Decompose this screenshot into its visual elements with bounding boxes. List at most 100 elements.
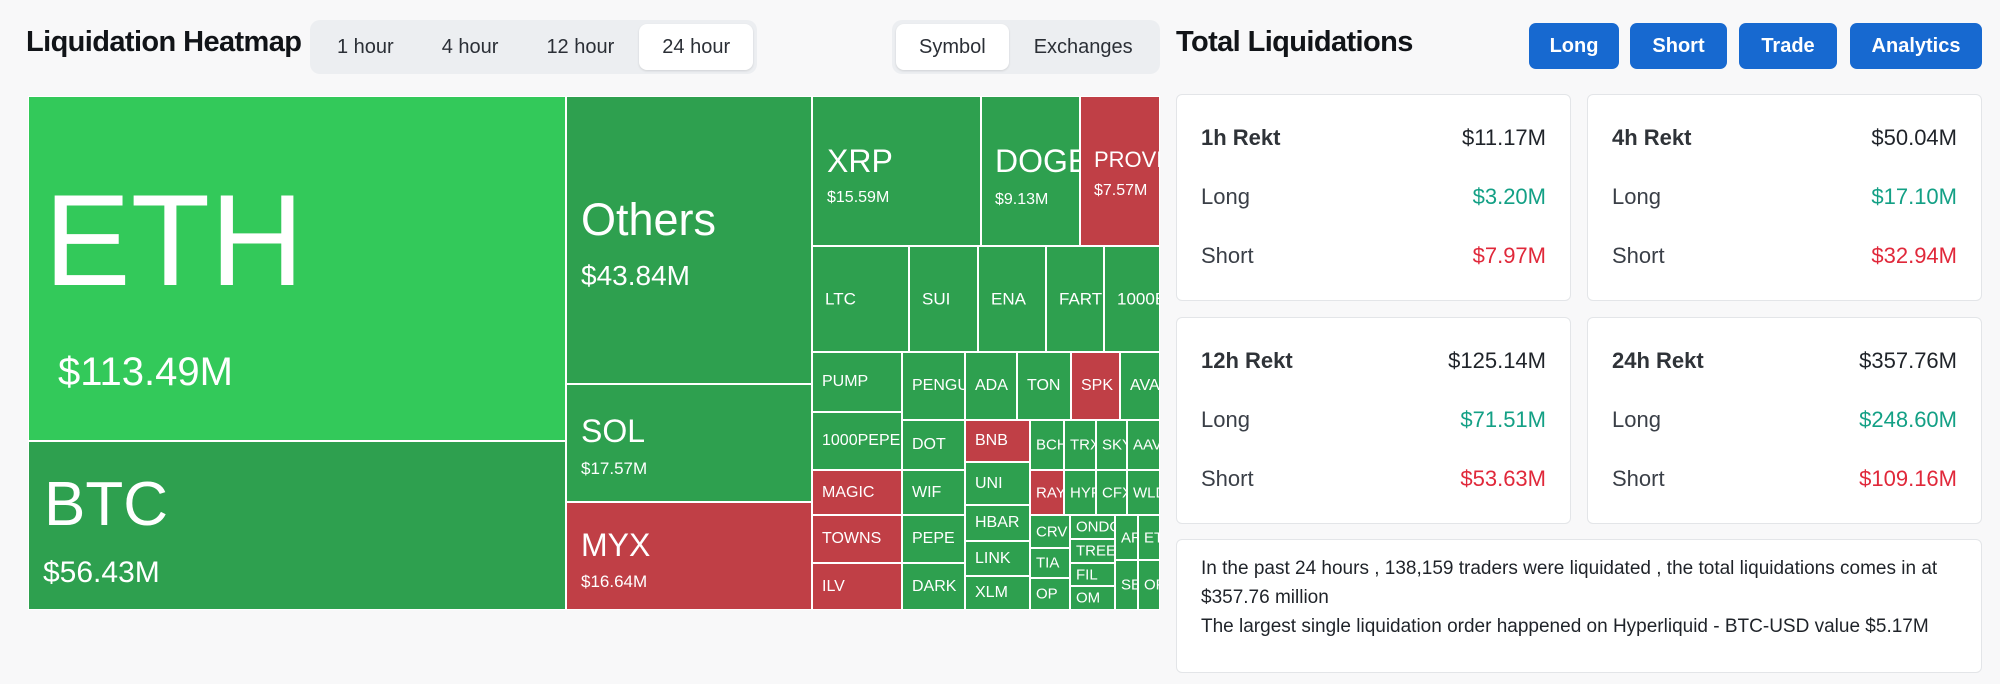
tile-pepe[interactable]: PEPE	[902, 515, 965, 563]
tile-sol[interactable]: SOL $17.57M	[566, 384, 812, 502]
short-label: Short	[1612, 466, 1665, 491]
tile-wld[interactable]: WLD	[1127, 470, 1160, 515]
tile-symbol: XLM	[975, 584, 1008, 601]
tile-eth[interactable]: ETH $113.49M	[28, 96, 566, 441]
tile-doge[interactable]: DOGE $9.13M	[981, 96, 1080, 246]
tile-symbol: UNI	[975, 474, 1003, 492]
tile-symbol: AVAX	[1130, 377, 1160, 394]
tile-crv[interactable]: CRV	[1030, 515, 1070, 548]
liquidation-treemap: ETH $113.49M BTC $56.43M Others $43.84M …	[28, 96, 1160, 610]
tab-1-hour[interactable]: 1 hour	[337, 36, 394, 58]
tile-1000pepe[interactable]: 1000PEPE	[812, 412, 902, 470]
trade-button[interactable]: Trade	[1739, 23, 1837, 69]
tab-24-hour[interactable]: 24 hour	[639, 24, 754, 70]
tile-ondo[interactable]: ONDO	[1070, 515, 1115, 539]
tile-dark[interactable]: DARK	[902, 563, 965, 610]
tile-xlm[interactable]: XLM	[965, 576, 1030, 610]
tile-etc[interactable]: ETC	[1138, 515, 1160, 560]
tab-4-hour[interactable]: 4 hour	[441, 36, 499, 58]
tile-symbol: 1000BONK	[1117, 289, 1159, 309]
tile-trx[interactable]: TRX	[1064, 420, 1096, 470]
tile-ilv[interactable]: ILV	[812, 563, 902, 610]
tile-fil[interactable]: FIL	[1070, 563, 1115, 586]
tile-symbol: ENA	[991, 289, 1026, 309]
tile-arb[interactable]: ARB	[1115, 515, 1138, 560]
tile-magic[interactable]: MAGIC	[812, 470, 902, 515]
long-value: $3.20M	[1472, 184, 1546, 209]
view-tabs: Symbol Exchanges	[892, 20, 1160, 74]
tile-value: $16.64M	[581, 572, 648, 591]
short-value: $32.94M	[1871, 243, 1957, 268]
tile-sui[interactable]: SUI	[909, 246, 978, 352]
short-button[interactable]: Short	[1630, 23, 1727, 69]
tile-symbol: BNB	[975, 432, 1008, 449]
card-label: 24h Rekt	[1612, 348, 1704, 373]
tile-bch[interactable]: BCH	[1030, 420, 1064, 470]
tile-wif[interactable]: WIF	[902, 470, 965, 515]
heatmap-title: Liquidation Heatmap	[26, 26, 302, 58]
tile-symbol: TREE	[1076, 542, 1115, 560]
tile-symbol: TRX	[1070, 436, 1095, 454]
short-label: Short	[1612, 243, 1665, 268]
tile-hbar[interactable]: HBAR	[965, 505, 1030, 541]
tile-om[interactable]: OM	[1070, 586, 1115, 610]
tile-symbol: DARK	[912, 577, 957, 595]
tile-symbol: ETH	[44, 167, 304, 313]
tile-pump[interactable]: PUMP	[812, 352, 902, 412]
analytics-button[interactable]: Analytics	[1850, 23, 1982, 69]
tile-value: $56.43M	[43, 556, 160, 589]
tile-avax[interactable]: AVAX	[1120, 352, 1160, 420]
tile-aave[interactable]: AAVE	[1127, 420, 1160, 470]
tile-others[interactable]: Others $43.84M	[566, 96, 812, 384]
liquidation-summary: In the past 24 hours , 138,159 traders w…	[1176, 539, 1982, 673]
tile-myx[interactable]: MYX $16.64M	[566, 502, 812, 610]
tile-symbol: SUI	[922, 289, 951, 309]
rekt-card-4h: 4h Rekt $50.04M Long $17.10M Short $32.94M	[1587, 94, 1982, 301]
tile-value: $43.84M	[581, 260, 690, 291]
tab-symbol[interactable]: Symbol	[896, 24, 1009, 70]
summary-line-1: In the past 24 hours , 138,159 traders w…	[1201, 558, 1938, 608]
tile-tree[interactable]: TREE	[1070, 539, 1115, 563]
tile-sky[interactable]: SKY	[1096, 420, 1127, 470]
tile-link[interactable]: LINK	[965, 541, 1030, 576]
tile-ena[interactable]: ENA	[978, 246, 1046, 352]
card-total: $11.17M	[1462, 125, 1546, 150]
tile-sei[interactable]: SEI	[1115, 560, 1138, 610]
tile-tia[interactable]: TIA	[1030, 548, 1070, 578]
tile-ltc[interactable]: LTC	[812, 246, 909, 352]
tile-spk[interactable]: SPK	[1071, 352, 1120, 420]
tile-symbol: BTC	[44, 470, 168, 539]
tile-ray[interactable]: RAY	[1030, 470, 1064, 515]
tile-prove[interactable]: PROVE $7.57M	[1080, 96, 1160, 246]
tile-pengu[interactable]: PENGU	[902, 352, 965, 420]
tile-symbol: ADA	[975, 377, 1008, 394]
tile-ada[interactable]: ADA	[965, 352, 1017, 420]
tab-12-hour[interactable]: 12 hour	[546, 36, 615, 58]
tile-op[interactable]: OP	[1030, 578, 1070, 610]
tile-hype[interactable]: HYPE	[1064, 470, 1096, 515]
long-label: Long	[1201, 407, 1250, 432]
tile-btc[interactable]: BTC $56.43M	[28, 441, 566, 610]
tile-fartcoin[interactable]: FARTCOIN	[1046, 246, 1104, 352]
tile-dot[interactable]: DOT	[902, 420, 965, 470]
tile-cfx[interactable]: CFX	[1096, 470, 1127, 515]
tile-towns[interactable]: TOWNS	[812, 515, 902, 563]
tile-o[interactable]: OP	[1138, 560, 1160, 610]
tile-symbol: SKY	[1102, 436, 1126, 454]
tab-exchanges[interactable]: Exchanges	[1033, 36, 1133, 58]
tile-xrp[interactable]: XRP $15.59M	[812, 96, 981, 246]
tile-symbol: TOWNS	[822, 530, 882, 547]
tile-ton[interactable]: TON	[1017, 352, 1071, 420]
tile-uni[interactable]: UNI	[965, 462, 1030, 505]
rekt-card-12h: 12h Rekt $125.14M Long $71.51M Short $53.63…	[1176, 317, 1571, 524]
total-liquidations-title: Total Liquidations	[1176, 26, 1413, 58]
tile-symbol: HBAR	[975, 514, 1020, 531]
tile-symbol: CFX	[1102, 484, 1126, 501]
tile-symbol: AAVE	[1133, 436, 1159, 454]
tile-value: $9.13M	[995, 191, 1049, 208]
tile-bnb[interactable]: BNB	[965, 420, 1030, 462]
tile-symbol: OP	[1036, 585, 1058, 603]
card-label: 12h Rekt	[1201, 348, 1293, 373]
long-button[interactable]: Long	[1529, 23, 1619, 69]
tile-1000bonk[interactable]: 1000BONK	[1104, 246, 1160, 352]
